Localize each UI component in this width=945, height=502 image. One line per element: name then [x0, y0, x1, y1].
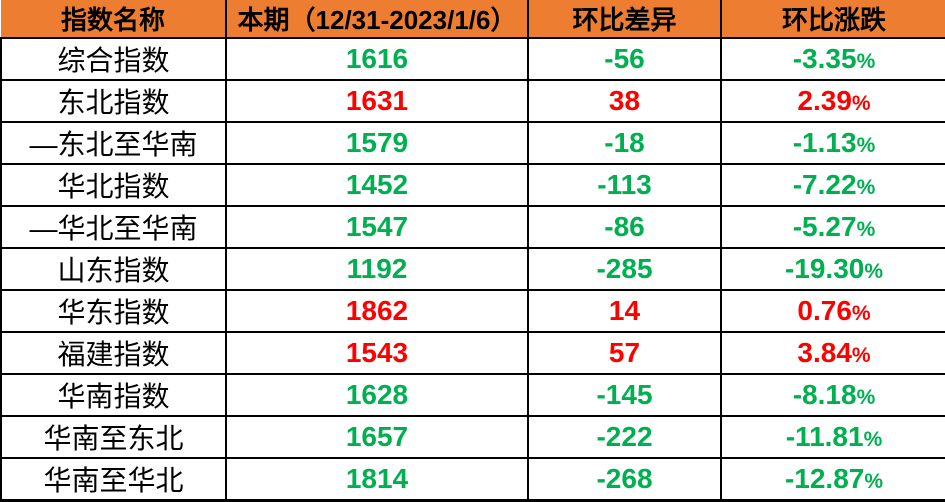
- table-row: 福建指数 1543 57 3.84%: [0, 331, 945, 375]
- wow-diff-value-cell: -86: [527, 205, 722, 249]
- table-row: 华南至东北 1657 -222 -11.81%: [0, 415, 945, 459]
- wow-diff-value-cell: 14: [527, 289, 722, 333]
- index-name-cell: 华南至东北: [0, 415, 227, 459]
- wow-change-number: -3.35: [792, 43, 857, 74]
- current-period-value-cell: 1192: [225, 247, 529, 291]
- percent-sign: %: [851, 92, 871, 115]
- col-header-current-period: 本期（12/31-2023/1/6）: [225, 0, 529, 39]
- current-period-value-cell: 1452: [225, 163, 529, 207]
- index-name-cell: 综合指数: [0, 37, 227, 81]
- wow-change-number: -12.87: [784, 463, 865, 494]
- current-period-value-cell: 1862: [225, 289, 529, 333]
- wow-change-value-cell: -3.35%: [720, 37, 945, 81]
- current-period-value-cell: 1543: [225, 331, 529, 375]
- wow-change-value-cell: -8.18%: [720, 373, 945, 417]
- wow-change-value-cell: -19.30%: [720, 247, 945, 291]
- percent-sign: %: [856, 386, 876, 409]
- table-row: 华南至华北 1814 -268 -12.87%: [0, 457, 945, 502]
- wow-diff-value-cell: -222: [527, 415, 722, 459]
- current-period-value-cell: 1657: [225, 415, 529, 459]
- wow-change-number: 3.84: [797, 337, 852, 368]
- wow-diff-value-cell: -145: [527, 373, 722, 417]
- index-name-cell: 山东指数: [0, 247, 227, 291]
- percent-sign: %: [863, 428, 883, 451]
- wow-change-number: 2.39: [797, 85, 852, 116]
- wow-change-number: -19.30: [784, 253, 865, 284]
- wow-change-value-cell: -5.27%: [720, 205, 945, 249]
- wow-change-number: -8.18: [792, 379, 857, 410]
- index-name-cell: 华南至华北: [0, 457, 227, 502]
- percent-sign: %: [856, 134, 876, 157]
- table-row: 东北指数 1631 38 2.39%: [0, 79, 945, 123]
- wow-diff-value-cell: -56: [527, 37, 722, 81]
- index-name-cell: —东北至华南: [0, 121, 227, 165]
- wow-diff-value-cell: -113: [527, 163, 722, 207]
- table-row: 华北指数 1452 -113 -7.22%: [0, 163, 945, 207]
- table-row: 华东指数 1862 14 0.76%: [0, 289, 945, 333]
- percent-sign: %: [856, 50, 876, 73]
- current-period-value-cell: 1628: [225, 373, 529, 417]
- wow-change-number: -5.27: [792, 211, 857, 242]
- wow-change-number: 0.76: [797, 295, 852, 326]
- index-name-cell: 华南指数: [0, 373, 227, 417]
- wow-diff-value-cell: 57: [527, 331, 722, 375]
- index-name-cell: 福建指数: [0, 331, 227, 375]
- wow-diff-value-cell: -268: [527, 457, 722, 502]
- col-header-wow-change: 环比涨跌: [720, 0, 945, 39]
- current-period-value-cell: 1616: [225, 37, 529, 81]
- wow-change-number: -7.22: [792, 169, 857, 200]
- col-header-index-name: 指数名称: [1, 0, 227, 39]
- col-header-wow-diff: 环比差异: [527, 0, 722, 39]
- wow-change-number: -1.13: [792, 127, 857, 158]
- percent-sign: %: [856, 218, 876, 241]
- index-name-cell: 华北指数: [0, 163, 227, 207]
- table-row: —华北至华南 1547 -86 -5.27%: [0, 205, 945, 249]
- wow-change-value-cell: -11.81%: [720, 415, 945, 459]
- wow-diff-value-cell: -285: [527, 247, 722, 291]
- table-row: —东北至华南 1579 -18 -1.13%: [0, 121, 945, 165]
- wow-change-value-cell: 0.76%: [720, 289, 945, 333]
- wow-change-value-cell: -12.87%: [720, 457, 945, 502]
- current-period-value-cell: 1579: [225, 121, 529, 165]
- table-header-row: 指数名称 本期（12/31-2023/1/6） 环比差异 环比涨跌: [1, 0, 945, 39]
- wow-diff-value-cell: -18: [527, 121, 722, 165]
- index-name-cell: 华东指数: [0, 289, 227, 333]
- wow-change-value-cell: -1.13%: [720, 121, 945, 165]
- percent-sign: %: [864, 470, 884, 493]
- wow-change-value-cell: 3.84%: [720, 331, 945, 375]
- table-body: 综合指数 1616 -56 -3.35% 东北指数 1631 38 2.39% …: [0, 37, 945, 502]
- wow-change-value-cell: 2.39%: [720, 79, 945, 123]
- current-period-value-cell: 1631: [225, 79, 529, 123]
- wow-diff-value-cell: 38: [527, 79, 722, 123]
- table-row: 华南指数 1628 -145 -8.18%: [0, 373, 945, 417]
- current-period-value-cell: 1814: [225, 457, 529, 502]
- wow-change-number: -11.81: [785, 421, 864, 452]
- percent-sign: %: [856, 176, 876, 199]
- percent-sign: %: [851, 302, 871, 325]
- table-row: 综合指数 1616 -56 -3.35%: [0, 37, 945, 81]
- index-name-cell: 东北指数: [0, 79, 227, 123]
- table-row: 山东指数 1192 -285 -19.30%: [0, 247, 945, 291]
- wow-change-value-cell: -7.22%: [720, 163, 945, 207]
- percent-sign: %: [864, 260, 884, 283]
- percent-sign: %: [851, 344, 871, 367]
- current-period-value-cell: 1547: [225, 205, 529, 249]
- index-name-cell: —华北至华南: [0, 205, 227, 249]
